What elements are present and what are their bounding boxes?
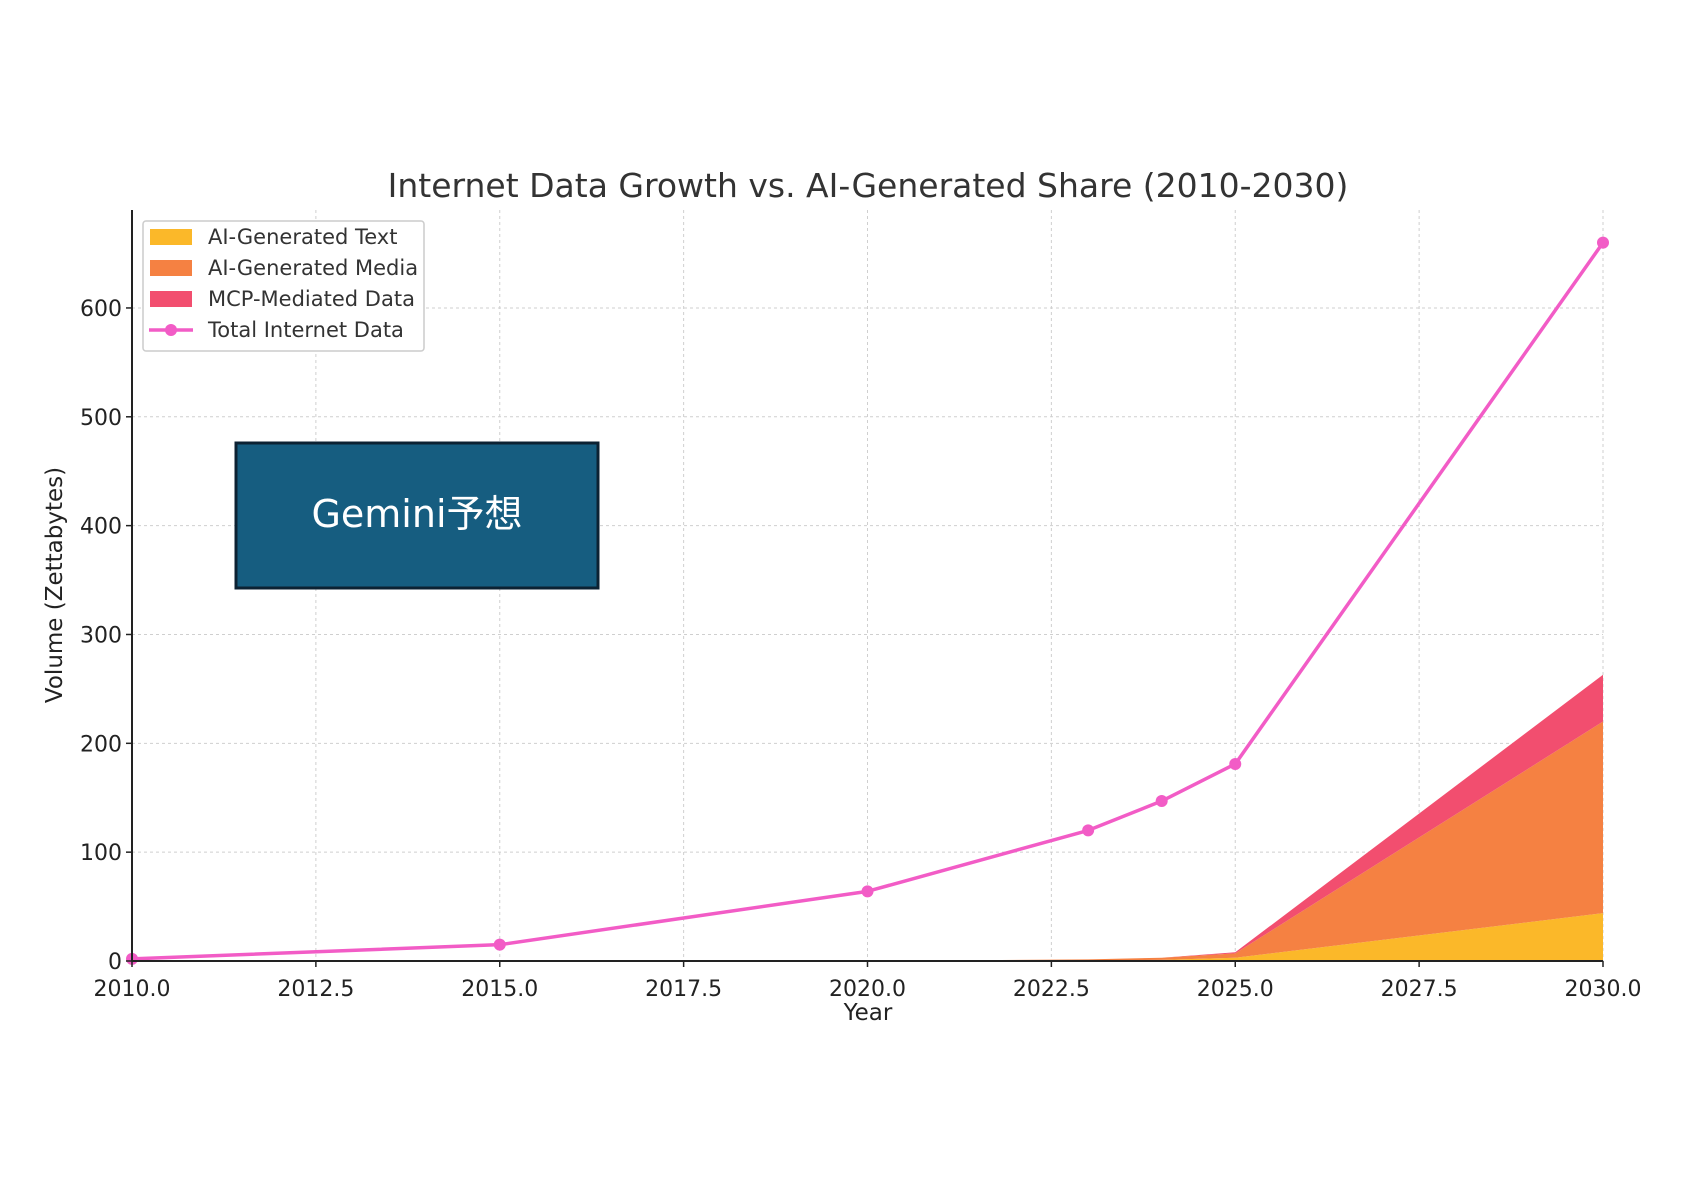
y-tick-label: 0 [108,950,122,975]
y-tick-label: 400 [80,515,122,540]
x-tick-label: 2020.0 [829,977,906,1002]
area-series-1 [132,913,1603,961]
total-internet-data-point [1229,757,1242,770]
total-internet-data-point [861,885,874,898]
x-tick-label: 2015.0 [461,977,538,1002]
total-internet-data-point [1597,236,1609,249]
legend-swatch [150,229,192,245]
gemini-overlay-text: Gemini予想 [311,492,522,536]
gemini-overlay-box: Gemini予想 [234,441,600,590]
x-tick-label: 2030.0 [1565,977,1642,1002]
legend-swatch [150,291,192,307]
y-tick-label: 500 [80,406,122,431]
legend-label: MCP-Mediated Data [208,287,415,311]
x-axis-title: Year [843,1000,893,1026]
chart-title: Internet Data Growth vs. AI-Generated Sh… [388,166,1349,205]
legend: AI-Generated Text AI-Generated Media MCP-M… [142,220,425,352]
gemini-overlay-rect [234,441,600,590]
y-tick-label: 300 [80,623,122,648]
legend-label: Total Internet Data [207,318,404,342]
total-internet-data-point [1155,795,1168,808]
line-layer [126,236,1609,965]
x-tick-label: 2017.5 [645,977,722,1002]
x-tick-label: 2027.5 [1381,977,1458,1002]
tick-layer: 2010.0 2012.5 2015.0 2017.5 2020.0 2022.5 2025… [80,297,1641,1002]
total-internet-data-point [493,938,506,951]
x-tick-label: 2022.5 [1013,977,1090,1002]
legend-swatch [150,260,192,276]
y-tick-label: 100 [80,841,122,866]
x-tick-label: 2025.0 [1197,977,1274,1002]
legend-label: AI-Generated Media [208,256,418,280]
legend-frame [142,220,425,352]
x-tick-label: 2010.0 [94,977,171,1002]
y-axis-title: Volume (Zettabytes) [42,467,68,703]
y-tick-label: 200 [80,732,122,757]
y-tick-label: 600 [80,297,122,322]
total-internet-data-point [1082,824,1095,837]
area-layer [132,674,1603,961]
x-tick-label: 2012.5 [277,977,354,1002]
legend-line-marker [165,324,177,336]
legend-label: AI-Generated Text [208,225,397,249]
